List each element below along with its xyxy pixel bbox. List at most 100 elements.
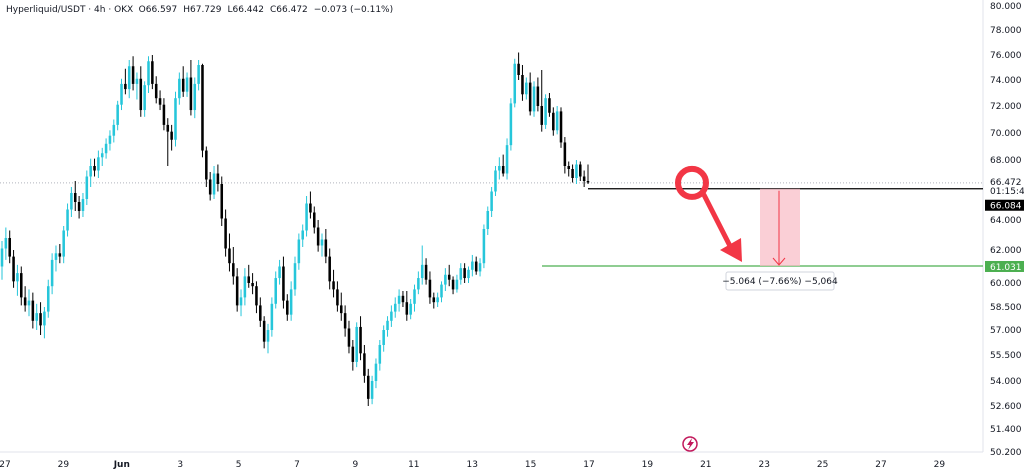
candle-body <box>81 199 85 211</box>
chart-header: Hyperliquid/USDT · 4h · OKX O66.597 H67.72… <box>6 5 393 15</box>
candle <box>459 263 463 285</box>
candle <box>309 191 312 219</box>
candle <box>81 193 85 217</box>
candle-body <box>544 98 547 125</box>
candle-body <box>486 211 490 229</box>
candle-body <box>120 83 123 105</box>
candle <box>93 158 96 177</box>
candle <box>166 118 170 166</box>
candle-body <box>440 284 443 298</box>
candle <box>147 56 150 93</box>
candle-body <box>436 297 439 303</box>
candle <box>347 320 351 354</box>
candle <box>85 170 89 205</box>
candle-body <box>232 263 235 277</box>
candle-body <box>447 274 451 280</box>
measure-label: −5.064 (−7.66%) −5,064 <box>722 271 838 291</box>
candle-body <box>509 103 513 146</box>
candle <box>343 305 347 337</box>
candle-body <box>582 176 586 181</box>
candle <box>162 98 166 131</box>
candle-body <box>332 281 335 290</box>
y-tick-label: 70.000 <box>990 129 1022 139</box>
candle-body <box>351 346 355 362</box>
candle <box>239 289 243 317</box>
x-tick-label: 3 <box>177 460 183 470</box>
candle <box>124 68 127 95</box>
candle <box>43 307 46 339</box>
candle-body <box>139 78 143 111</box>
candle <box>255 281 258 314</box>
candle-body <box>100 153 104 158</box>
candle-body <box>405 302 409 315</box>
candle <box>174 91 177 147</box>
candle <box>158 90 162 111</box>
candle-body <box>517 63 520 75</box>
candle <box>62 226 65 264</box>
candle <box>185 72 189 97</box>
candle <box>359 316 362 361</box>
candle <box>251 273 254 295</box>
candle-body <box>586 181 590 183</box>
y-tick-label: 74.000 <box>990 76 1022 86</box>
candle-body <box>347 328 351 347</box>
candle-body <box>555 111 559 131</box>
candle-body <box>247 276 251 283</box>
candle-body <box>0 248 4 267</box>
candle <box>447 264 451 287</box>
candle-body <box>409 303 412 315</box>
candle-body <box>339 305 343 314</box>
candle-body <box>131 66 135 84</box>
candle-body <box>73 193 77 202</box>
candle <box>482 224 486 269</box>
candle <box>20 266 23 306</box>
low-value: L66.442 <box>227 5 264 15</box>
candle-body <box>563 142 567 166</box>
candle <box>494 166 497 196</box>
candle <box>39 302 42 335</box>
candle-body <box>4 238 8 249</box>
candle <box>220 176 224 226</box>
candle <box>54 245 58 272</box>
candle-body <box>309 203 312 213</box>
candle-body <box>93 166 96 171</box>
measure-range <box>760 188 800 266</box>
measure-label-text: −5.064 (−7.66%) −5,064 <box>722 277 838 287</box>
candle <box>567 161 570 177</box>
candle-body <box>417 278 420 290</box>
x-tick-label: 17 <box>583 460 594 470</box>
candle <box>0 241 4 280</box>
highlight-circle <box>675 165 709 200</box>
candle-body <box>424 264 428 280</box>
candle <box>127 60 131 99</box>
candle <box>224 209 227 257</box>
candle-body <box>313 212 316 228</box>
candle-body <box>112 124 116 136</box>
x-tick-label: Jun <box>113 460 130 470</box>
candle <box>409 299 412 320</box>
candle-body <box>393 303 397 312</box>
y-tick-label: 78.000 <box>990 26 1022 36</box>
x-tick-label: 29 <box>934 460 946 470</box>
candle-body <box>170 131 173 140</box>
open-value: O66.597 <box>139 5 178 15</box>
candle <box>282 256 285 309</box>
candle-body <box>432 297 436 303</box>
current-price-badge-text: 66.472 <box>990 178 1022 188</box>
candle-body <box>444 274 447 285</box>
candle <box>575 160 578 184</box>
candle <box>208 172 212 201</box>
drop-arrow-head <box>720 237 742 262</box>
candle <box>77 196 81 219</box>
candle <box>351 340 355 371</box>
candle <box>382 325 385 352</box>
candle-body <box>528 82 532 112</box>
candle <box>559 107 563 148</box>
candle <box>386 316 389 337</box>
candle <box>525 77 528 100</box>
candle-body <box>239 297 243 306</box>
lightning-icon <box>682 436 698 452</box>
candle <box>131 56 135 91</box>
